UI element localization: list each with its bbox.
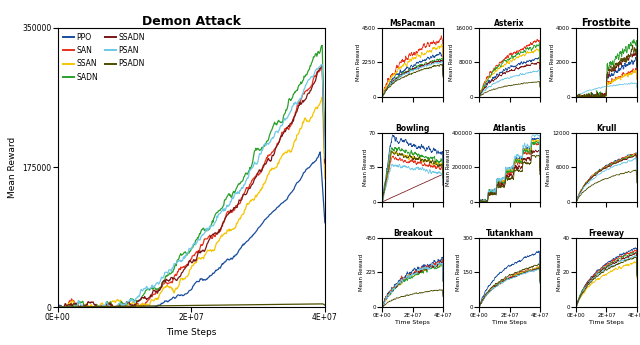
X-axis label: Time Steps: Time Steps bbox=[166, 328, 216, 337]
X-axis label: Time Steps: Time Steps bbox=[492, 320, 527, 325]
Title: Freeway: Freeway bbox=[589, 229, 625, 238]
Y-axis label: Mean Reward: Mean Reward bbox=[356, 43, 360, 81]
Y-axis label: Mean Reward: Mean Reward bbox=[550, 43, 554, 81]
Y-axis label: Mean Reward: Mean Reward bbox=[546, 149, 551, 186]
Y-axis label: Mean Reward: Mean Reward bbox=[8, 137, 17, 198]
Y-axis label: Mean Reward: Mean Reward bbox=[456, 254, 461, 291]
Y-axis label: Mean Reward: Mean Reward bbox=[449, 43, 454, 81]
Title: MsPacman: MsPacman bbox=[389, 19, 436, 28]
Y-axis label: Mean Reward: Mean Reward bbox=[359, 254, 364, 291]
Title: Krull: Krull bbox=[596, 124, 617, 133]
Y-axis label: Mean Reward: Mean Reward bbox=[363, 149, 367, 186]
X-axis label: Time Steps: Time Steps bbox=[589, 320, 624, 325]
Title: Tutankham: Tutankham bbox=[486, 229, 534, 238]
Title: Demon Attack: Demon Attack bbox=[141, 14, 241, 28]
X-axis label: Time Steps: Time Steps bbox=[395, 320, 430, 325]
Title: Bowling: Bowling bbox=[396, 124, 429, 133]
Y-axis label: Mean Reward: Mean Reward bbox=[445, 149, 451, 186]
Title: Frostbite: Frostbite bbox=[582, 18, 632, 28]
Legend: PPO, SAN, SSAN, SADN, SSADN, PSAN, PSADN, : PPO, SAN, SSAN, SADN, SSADN, PSAN, PSADN… bbox=[61, 31, 147, 83]
Title: Breakout: Breakout bbox=[393, 229, 432, 238]
Y-axis label: Mean Reward: Mean Reward bbox=[557, 254, 561, 291]
Title: Atlantis: Atlantis bbox=[493, 124, 526, 133]
Title: Asterix: Asterix bbox=[494, 19, 525, 28]
